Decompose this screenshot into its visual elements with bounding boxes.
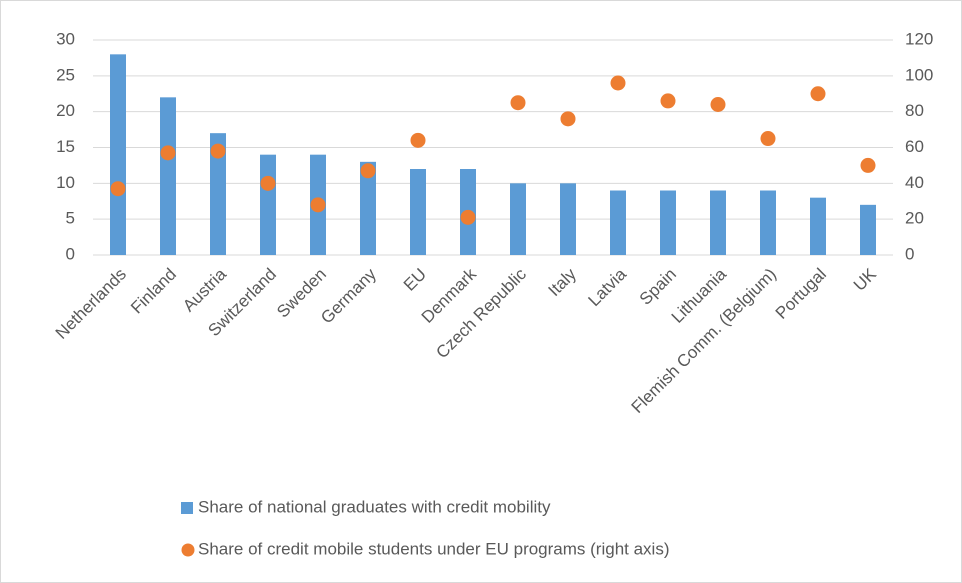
y2-tick-label: 0 (905, 244, 914, 263)
y-tick-label: 10 (56, 173, 75, 192)
bar (810, 197, 826, 255)
dot (110, 181, 126, 197)
dot (560, 111, 576, 127)
dot (710, 97, 726, 112)
legend-label: Share of credit mobile students under EU… (198, 539, 669, 558)
bar (710, 190, 726, 255)
y2-tick-label: 60 (905, 137, 924, 156)
bar (260, 154, 276, 255)
dot (760, 131, 776, 147)
dot (660, 93, 676, 109)
dot (160, 145, 176, 161)
bar (860, 204, 876, 255)
y-tick-label: 30 (56, 29, 75, 48)
y2-tick-label: 20 (905, 209, 924, 228)
dot (810, 86, 826, 102)
bar (510, 183, 526, 255)
y-tick-label: 20 (56, 101, 75, 120)
bar (610, 190, 626, 255)
bar (160, 97, 176, 255)
y-tick-label: 5 (66, 209, 75, 228)
dot (210, 143, 226, 159)
bar (110, 54, 126, 256)
dot (360, 163, 376, 179)
dot (610, 75, 626, 91)
dot (310, 197, 326, 213)
bar (760, 190, 776, 255)
y2-tick-label: 40 (905, 173, 924, 192)
dot (860, 157, 876, 173)
bar (360, 161, 376, 255)
dot (460, 209, 476, 225)
dot (510, 95, 526, 111)
y-tick-label: 15 (56, 137, 75, 156)
bar (660, 190, 676, 255)
dot (260, 175, 276, 191)
y-tick-label: 0 (66, 244, 75, 263)
bar (210, 133, 226, 255)
legend-swatch (181, 502, 193, 514)
y2-tick-label: 100 (905, 65, 933, 84)
bar (560, 183, 576, 255)
y2-tick-label: 80 (905, 101, 924, 120)
y2-tick-label: 120 (905, 29, 933, 48)
bar (410, 169, 426, 255)
legend-swatch (181, 543, 195, 557)
y-tick-label: 25 (56, 65, 75, 84)
legend-label: Share of national graduates with credit … (198, 497, 551, 516)
dot (410, 132, 426, 148)
